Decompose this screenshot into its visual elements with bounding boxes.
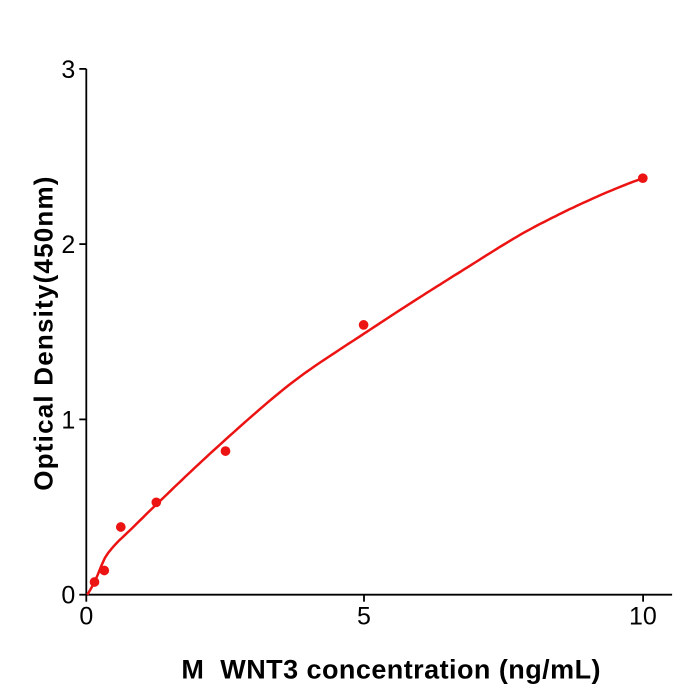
svg-text:10: 10 [629,602,657,630]
svg-text:0: 0 [61,582,75,610]
svg-text:2: 2 [61,231,75,259]
svg-text:1: 1 [61,406,75,434]
svg-text:0: 0 [79,602,93,630]
svg-text:3: 3 [61,56,75,84]
svg-text:Optical Density(450nm): Optical Density(450nm) [28,175,58,490]
svg-text:5: 5 [357,602,371,630]
svg-text:M WNT3 concentration (ng/mL): M WNT3 concentration (ng/mL) [181,654,601,684]
